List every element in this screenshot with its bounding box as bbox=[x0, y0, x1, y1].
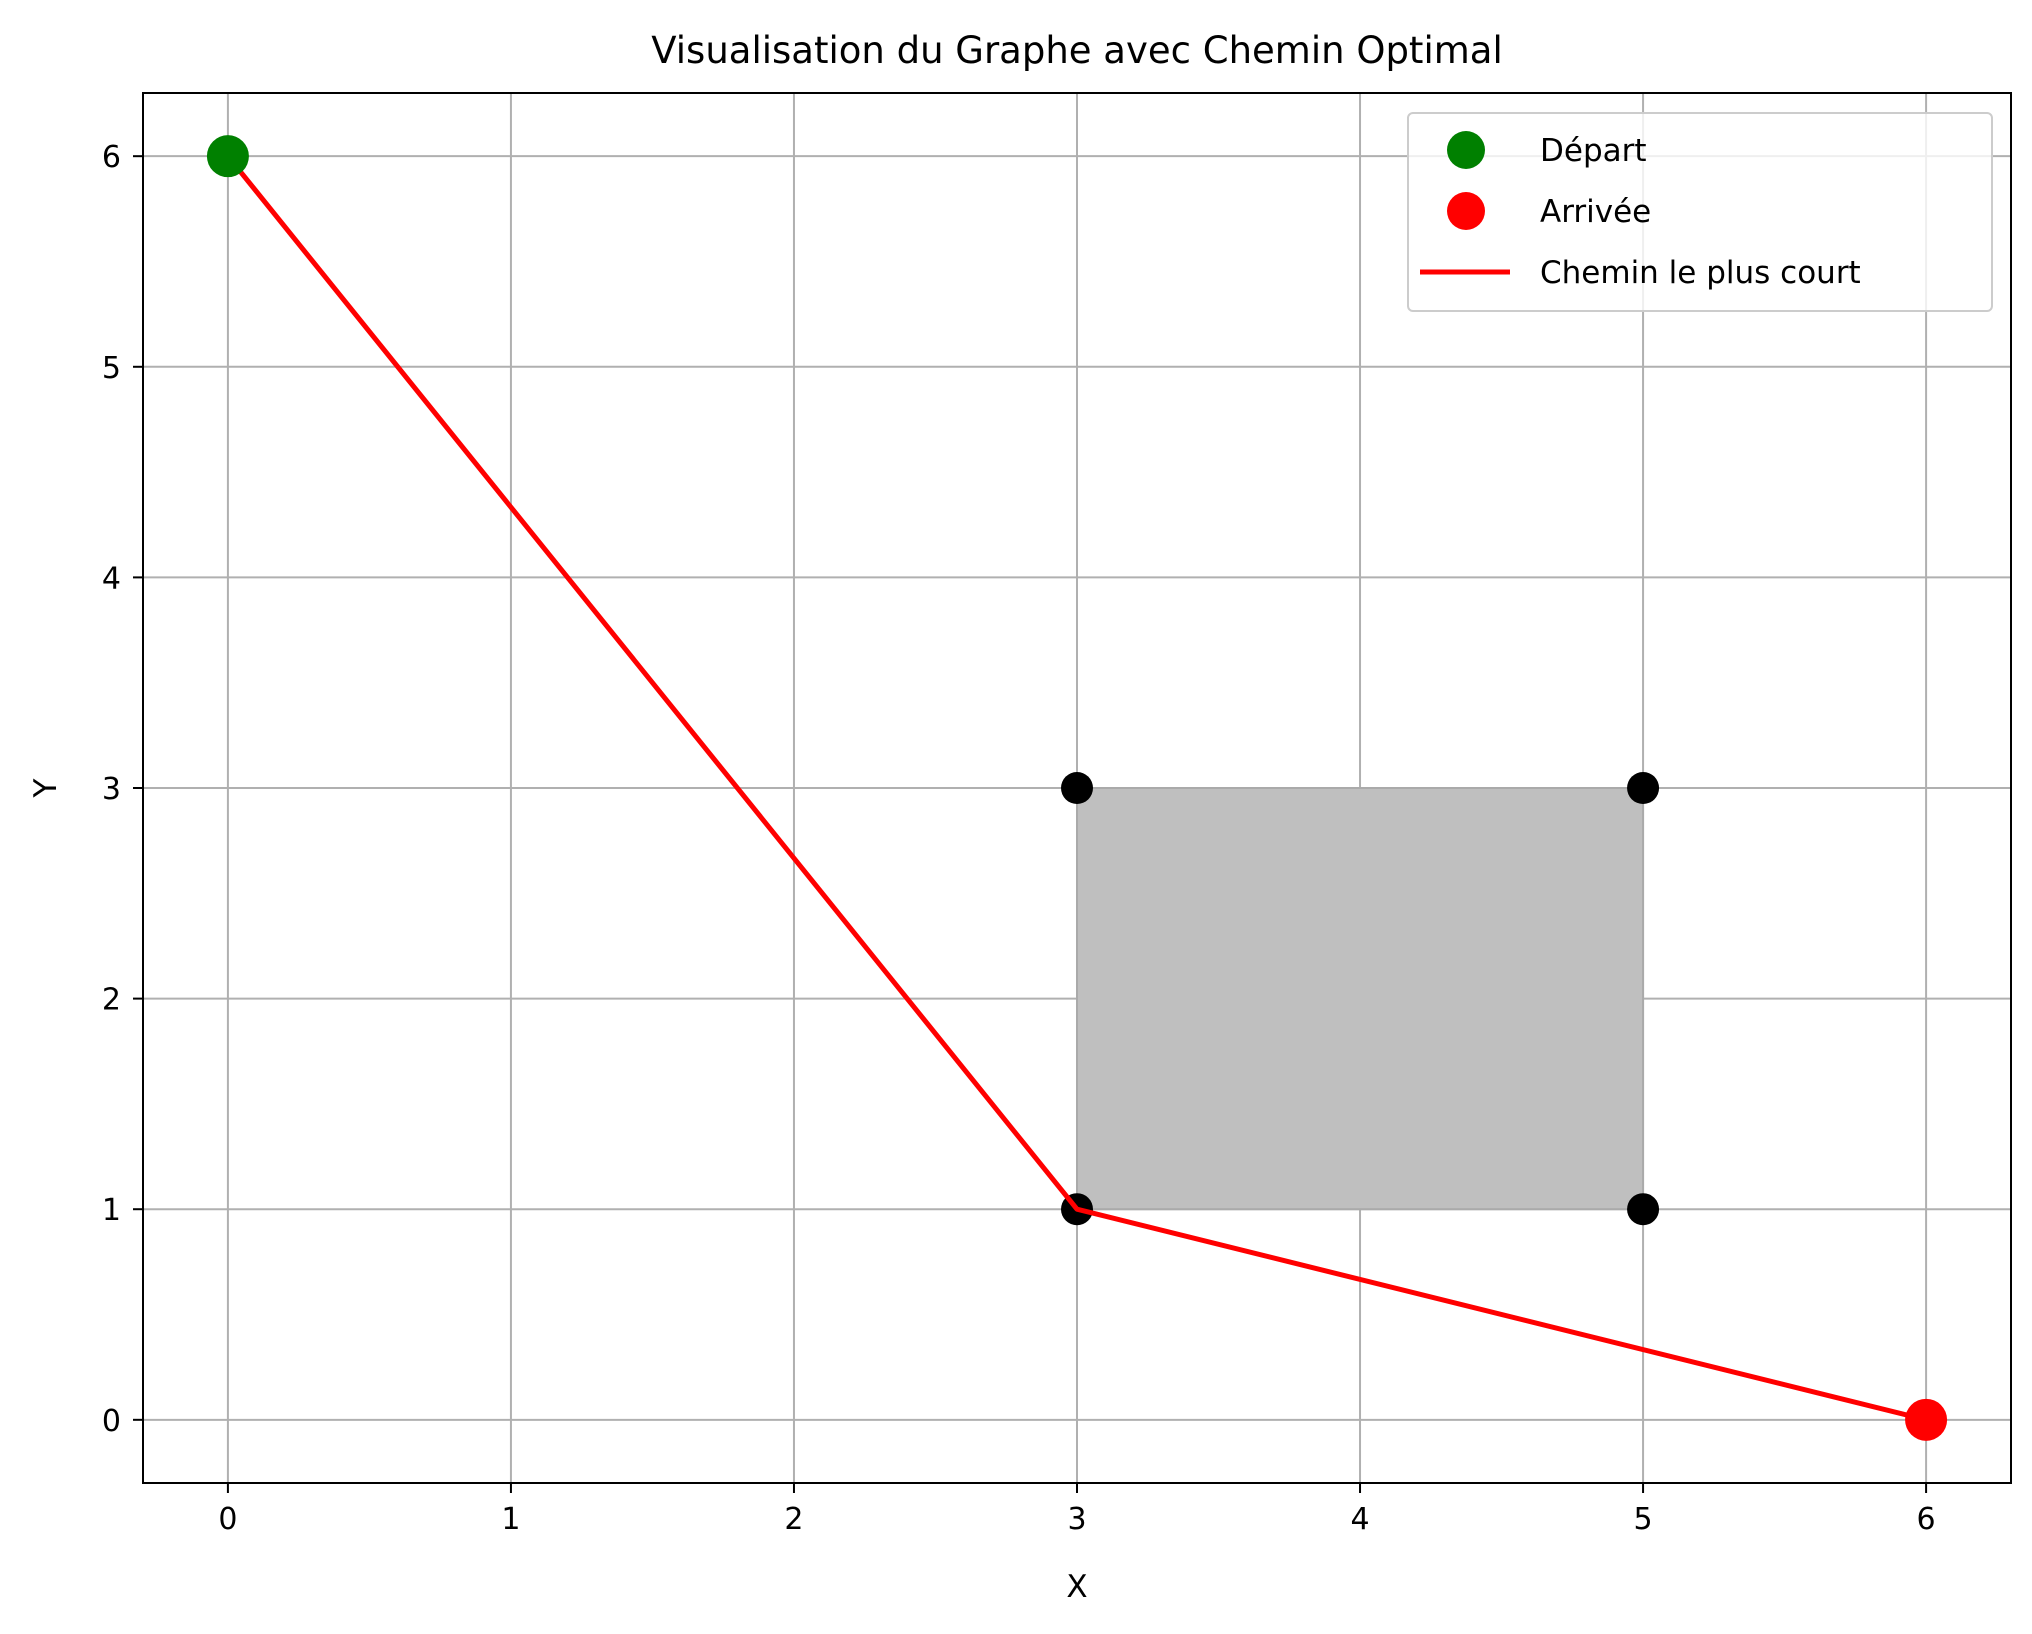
x-tick-label: 4 bbox=[1350, 1502, 1369, 1537]
legend-marker-arrivee bbox=[1447, 192, 1485, 230]
chart-title: Visualisation du Graphe avec Chemin Opti… bbox=[651, 29, 1502, 72]
y-tick-label: 2 bbox=[102, 983, 121, 1018]
series-layer bbox=[206, 135, 1948, 1441]
y-axis-label: Y bbox=[28, 778, 64, 798]
legend-label-depart: Départ bbox=[1540, 133, 1647, 169]
y-tick-label: 4 bbox=[102, 561, 121, 596]
legend: Départ Arrivée Chemin le plus court bbox=[1407, 112, 1993, 312]
y-tick-label: 5 bbox=[102, 351, 121, 386]
end-point bbox=[1905, 1398, 1948, 1441]
x-tick-label: 2 bbox=[784, 1502, 803, 1537]
legend-box bbox=[1407, 112, 1993, 312]
x-tick-label: 3 bbox=[1067, 1502, 1086, 1537]
graph-node bbox=[1627, 1193, 1660, 1226]
x-axis-label: X bbox=[1066, 1569, 1087, 1605]
legend-marker-depart bbox=[1447, 131, 1485, 169]
ticks: 0 1 2 3 4 5 6 0 1 2 3 4 5 6 bbox=[102, 140, 1936, 1537]
legend-label-arrivee: Arrivée bbox=[1540, 194, 1651, 230]
start-point bbox=[206, 135, 249, 178]
x-tick-label: 6 bbox=[1917, 1502, 1936, 1537]
y-tick-label: 1 bbox=[102, 1193, 121, 1228]
y-tick-label: 0 bbox=[102, 1404, 121, 1439]
legend-label-chemin: Chemin le plus court bbox=[1540, 255, 1861, 291]
shortest-path-line bbox=[225, 154, 1927, 1423]
y-tick-label: 3 bbox=[102, 772, 121, 807]
graph-node bbox=[1627, 772, 1660, 804]
obstacle-layer bbox=[1061, 772, 1660, 1226]
x-tick-label: 1 bbox=[501, 1502, 520, 1537]
obstacle-rect bbox=[1076, 787, 1645, 1211]
y-tick-label: 6 bbox=[102, 140, 121, 175]
graph-node bbox=[1061, 772, 1093, 804]
x-tick-label: 5 bbox=[1634, 1502, 1653, 1537]
x-tick-label: 0 bbox=[218, 1502, 237, 1537]
